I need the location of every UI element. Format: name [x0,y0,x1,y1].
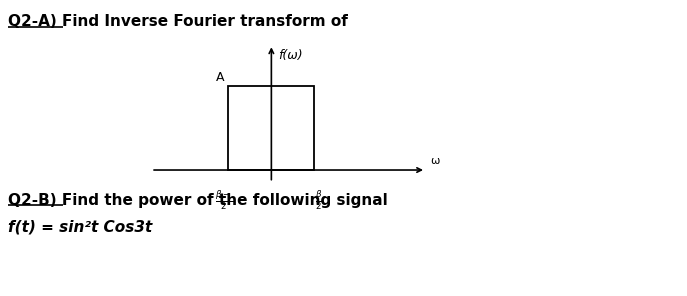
Text: f(ω): f(ω) [278,49,303,62]
Text: $\frac{\beta}{2}$: $\frac{\beta}{2}$ [315,189,322,212]
Text: $\frac{\beta-}{2}$: $\frac{\beta-}{2}$ [215,189,234,212]
Text: Q2-B) Find the power of the following signal: Q2-B) Find the power of the following si… [8,193,387,208]
Text: f(t) = sin²t Cos3t: f(t) = sin²t Cos3t [8,220,153,235]
Bar [228,86,315,170]
Text: A: A [216,71,224,84]
Text: Q2-A) Find Inverse Fourier transform of: Q2-A) Find Inverse Fourier transform of [8,14,348,29]
Text: ω: ω [430,156,440,166]
